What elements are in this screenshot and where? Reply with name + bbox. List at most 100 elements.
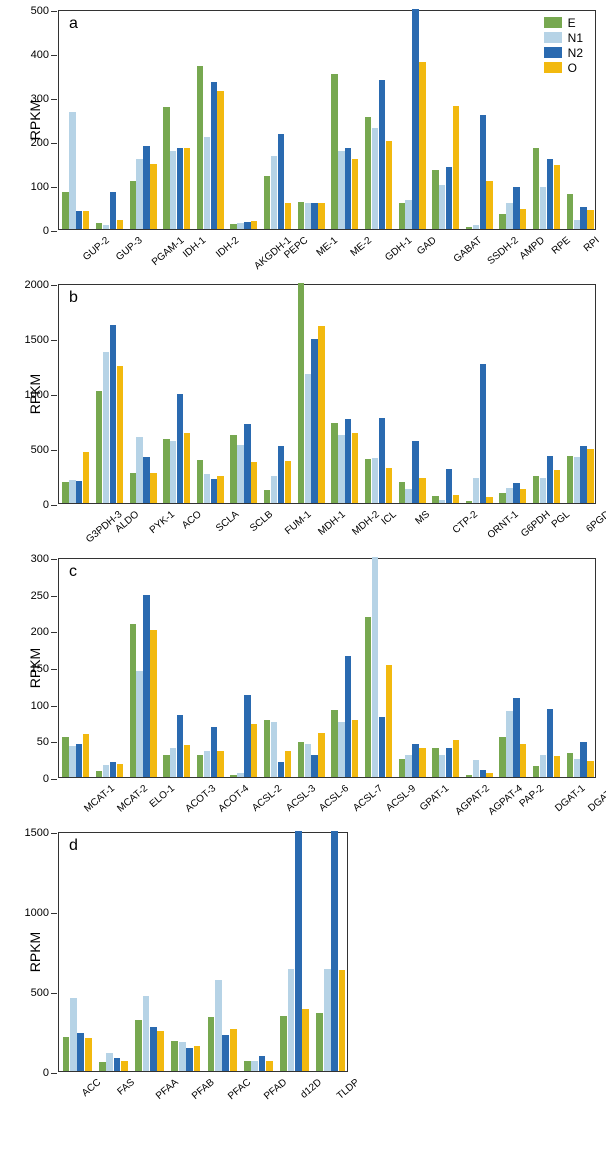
bar [520, 744, 526, 777]
bar [338, 151, 344, 229]
x-tick-label: ACSL-3 [284, 783, 318, 814]
y-tick-label: 200 [31, 137, 49, 149]
bar [288, 969, 295, 1071]
y-tick-label: 100 [31, 181, 49, 193]
bar [211, 479, 217, 503]
bar [194, 1046, 201, 1071]
bar [466, 775, 472, 777]
x-tick-label: ACSL-6 [317, 783, 351, 814]
bar [305, 203, 311, 229]
y-tick-label: 2000 [25, 279, 49, 291]
bar [157, 1031, 164, 1071]
bar [244, 1061, 251, 1071]
figure: aRPKM0100200300400500GUP-2GUP-3PGAM-1IDH… [10, 10, 596, 1072]
bar [96, 223, 102, 229]
y-axis-label: RPKM [27, 932, 43, 972]
x-tick-label: CTP-2 [450, 509, 479, 536]
bar [513, 187, 519, 229]
bar [399, 203, 405, 229]
bar [280, 1016, 287, 1071]
legend-swatch [544, 32, 562, 43]
bar [251, 221, 257, 229]
bar [580, 742, 586, 777]
bar [432, 170, 438, 229]
bar [533, 766, 539, 777]
bar [446, 167, 452, 229]
y-tick-label: 1500 [25, 827, 49, 839]
bar [318, 203, 324, 229]
bar [271, 156, 277, 229]
bar [379, 80, 385, 229]
x-tick-label: ELO-1 [148, 783, 177, 810]
bar [486, 181, 492, 229]
bar [302, 1009, 309, 1071]
x-tick-label: ACOT-4 [217, 783, 252, 815]
bar [446, 469, 452, 503]
bar [244, 424, 250, 503]
bar [215, 980, 222, 1071]
bar [237, 223, 243, 229]
y-tick-label: 1000 [25, 389, 49, 401]
y-tick-label: 1500 [25, 334, 49, 346]
bar [230, 224, 236, 229]
x-tick-label: MS [414, 509, 433, 527]
x-tick-label: PFAC [226, 1077, 253, 1102]
x-tick-label: ACOT-3 [183, 783, 218, 815]
y-tick [51, 505, 57, 506]
bars-area [59, 285, 595, 503]
bar [379, 717, 385, 777]
x-tick-label: IDH-1 [181, 235, 208, 260]
bar [311, 203, 317, 229]
x-tick-label: ACO [180, 509, 204, 531]
bar [271, 476, 277, 504]
x-tick-label: DGAT-2 [586, 783, 606, 814]
bar [136, 671, 142, 777]
bar [177, 715, 183, 777]
bar [298, 742, 304, 777]
bar [150, 1027, 157, 1071]
y-tick [51, 742, 57, 743]
bar [298, 202, 304, 229]
bar [110, 762, 116, 777]
bar [365, 117, 371, 229]
bar [587, 761, 593, 777]
y-tick [51, 395, 57, 396]
bar [197, 66, 203, 229]
bar [345, 419, 351, 503]
bar [177, 148, 183, 229]
bar [318, 326, 324, 503]
bar [352, 720, 358, 777]
bar [513, 483, 519, 503]
y-tick-label: 250 [31, 590, 49, 602]
x-tick-label: ACSL-9 [385, 783, 419, 814]
bar [466, 227, 472, 229]
bar [567, 194, 573, 229]
y-tick-label: 300 [31, 553, 49, 565]
bar [171, 1041, 178, 1071]
y-tick [51, 11, 57, 12]
bar [372, 557, 378, 777]
bar [372, 128, 378, 229]
bar [130, 181, 136, 229]
bar [197, 755, 203, 777]
bar [62, 192, 68, 229]
bar [316, 1013, 323, 1071]
x-tick-label: IDH-2 [214, 235, 241, 260]
bar [244, 695, 250, 777]
bar [379, 418, 385, 503]
bar [264, 720, 270, 777]
bar [204, 751, 210, 777]
bar [184, 745, 190, 777]
y-axis-label: RPKM [27, 100, 43, 140]
bar [506, 711, 512, 777]
bar [480, 115, 486, 229]
legend-label: O [568, 61, 577, 75]
y-tick-label: 150 [31, 663, 49, 675]
bar [554, 165, 560, 229]
bar [170, 441, 176, 503]
x-tick-label: SCLB [248, 509, 275, 534]
x-tick-label: FAS [116, 1077, 138, 1098]
bar [211, 727, 217, 777]
bar [352, 159, 358, 229]
bar [143, 996, 150, 1071]
